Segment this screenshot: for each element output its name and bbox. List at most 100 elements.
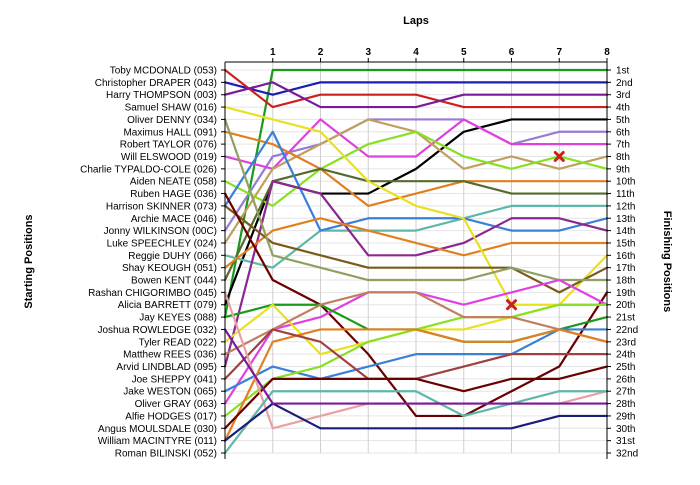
starting-position-label: Shay KEOUGH (051): [122, 263, 217, 274]
finishing-position-label: 13th: [616, 214, 635, 225]
finishing-position-label: 14th: [616, 226, 635, 237]
series-line: [223, 118, 609, 282]
starting-position-label: Matthew REES (036): [123, 350, 217, 361]
finishing-position-label: 8th: [616, 152, 630, 163]
series-line: [223, 390, 609, 455]
finishing-position-label: 25th: [616, 362, 635, 373]
labels: 1 2 3 4 5 6 7 8 Toby MCDONALD (053)Christopher D…: [80, 47, 638, 460]
finishing-position-label: 7th: [616, 140, 630, 151]
series-line: [223, 328, 609, 405]
x-tick-label: 7: [556, 47, 562, 58]
starting-position-label: Christopher DRAPER (043): [95, 78, 217, 89]
starting-position-label: Jonny WILKINSON (00C): [104, 226, 217, 237]
x-tick-label: 3: [365, 47, 371, 58]
finishing-position-label: 20th: [616, 300, 635, 311]
x-tick-label: 1: [270, 47, 276, 58]
series-line: [223, 105, 609, 306]
finishing-position-label: 6th: [616, 127, 630, 138]
starting-position-label: William MACINTYRE (011): [98, 436, 217, 447]
x-tick-label: 8: [604, 47, 610, 58]
finishing-position-label: 30th: [616, 424, 635, 435]
finishing-position-label: 1st: [616, 66, 630, 77]
markers: [506, 150, 565, 311]
starting-position-label: Toby MCDONALD (053): [110, 66, 217, 77]
finishing-position-label: 2nd: [616, 78, 633, 89]
series-line: [223, 130, 609, 232]
starting-position-label: Joshua ROWLEDGE (032): [98, 325, 218, 336]
series-line: [223, 365, 609, 430]
starting-position-label: Alicia BARRETT (079): [118, 300, 217, 311]
series-line: [223, 130, 609, 208]
y-axis-left-label: Starting Positions: [23, 214, 35, 308]
starting-position-label: Aiden NEATE (058): [130, 177, 217, 188]
finishing-position-label: 28th: [616, 399, 635, 410]
finishing-position-label: 3rd: [616, 90, 630, 101]
starting-position-label: Alfie HODGES (017): [125, 411, 217, 422]
starting-position-label: Archie MACE (046): [131, 214, 217, 225]
starting-position-label: Angus MOULSDALE (030): [98, 424, 217, 435]
finishing-position-label: 19th: [616, 288, 635, 299]
finishing-position-label: 17th: [616, 263, 635, 274]
starting-position-label: Jake WESTON (065): [123, 387, 217, 398]
x-tick-label: 4: [413, 47, 419, 58]
series-line: [223, 167, 609, 282]
finishing-position-label: 9th: [616, 164, 630, 175]
starting-position-label: Oliver DENNY (034): [127, 115, 217, 126]
series-line: [223, 130, 609, 208]
finishing-position-label: 26th: [616, 374, 635, 385]
x-tick-label: 2: [318, 47, 324, 58]
axes: [221, 58, 611, 459]
starting-position-label: Harrison SKINNER (073): [106, 201, 217, 212]
finishing-position-label: 16th: [616, 251, 635, 262]
series-line: [223, 328, 609, 393]
starting-position-label: Maximus HALL (091): [123, 127, 217, 138]
finishing-position-label: 4th: [616, 103, 630, 114]
series-line: [223, 68, 609, 109]
finishing-position-label: 24th: [616, 350, 635, 361]
finishing-position-label: 22nd: [616, 325, 638, 336]
finishing-position-label: 11th: [616, 189, 635, 200]
starting-position-label: Will ELSWOOD (019): [121, 152, 217, 163]
finishing-position-label: 27th: [616, 387, 635, 398]
finishing-position-label: 21st: [616, 313, 635, 324]
starting-position-label: Ruben HAGE (036): [130, 189, 217, 200]
series-line: [223, 291, 609, 356]
finishing-position-label: 10th: [616, 177, 635, 188]
starting-position-label: Robert TAYLOR (076): [120, 140, 217, 151]
starting-position-label: Roman BILINSKI (052): [115, 449, 217, 460]
chart-title: Laps: [403, 15, 429, 27]
x-tick-label: 5: [461, 47, 467, 58]
starting-position-label: Joe SHEPPY (041): [132, 374, 217, 385]
starting-position-label: Arvid LINDBLAD (095): [116, 362, 217, 373]
x-tick-label: 6: [509, 47, 515, 58]
starting-position-label: Rashan CHIGORIMBO (045): [88, 288, 217, 299]
starting-position-label: Charlie TYPALDO-COLE (026): [80, 164, 217, 175]
starting-position-label: Luke SPEECHLEY (024): [107, 238, 217, 249]
starting-position-label: Jay KEYES (088): [139, 313, 217, 324]
starting-position-label: Oliver GRAY (063): [135, 399, 217, 410]
series-line: [223, 402, 609, 442]
starting-position-label: Harry THOMPSON (003): [106, 90, 217, 101]
series-line: [223, 204, 609, 269]
series-line: [223, 192, 609, 418]
starting-position-label: Samuel SHAW (016): [125, 103, 217, 114]
finishing-position-label: 29th: [616, 411, 635, 422]
finishing-position-label: 15th: [616, 238, 635, 249]
finishing-position-label: 12th: [616, 201, 635, 212]
finishing-position-label: 23rd: [616, 337, 636, 348]
series-lines: [223, 68, 609, 455]
y-axis-right-label: Finishing Positions: [661, 211, 673, 312]
finishing-position-label: 18th: [616, 276, 635, 287]
finishing-position-label: 31st: [616, 436, 635, 447]
series-line: [223, 217, 609, 269]
finishing-position-label: 32nd: [616, 449, 638, 460]
starting-position-label: Reggie DUHY (066): [128, 251, 217, 262]
series-line: [223, 180, 609, 368]
retired-marker: [553, 150, 565, 162]
series-line: [223, 328, 609, 442]
series-line: [223, 81, 609, 109]
series-line: [223, 68, 609, 319]
retired-marker: [506, 299, 517, 311]
starting-position-label: Bowen KENT (044): [131, 276, 217, 287]
